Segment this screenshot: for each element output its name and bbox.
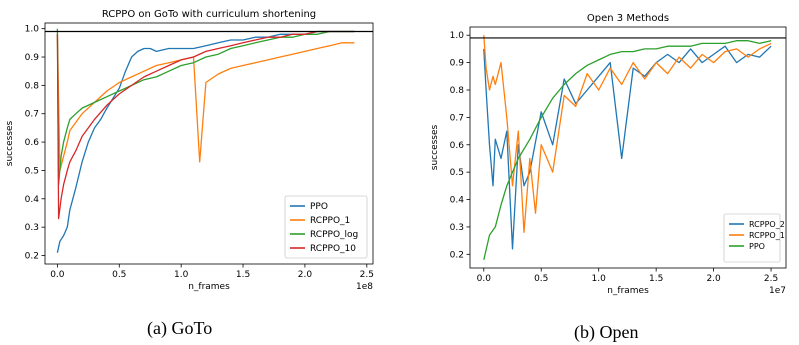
y-axis-label: successes <box>5 120 15 166</box>
caption-a: (a) GoTo <box>147 318 213 338</box>
x-axis-label: n_frames <box>607 286 649 296</box>
y-tick-label: 0.2 <box>450 250 464 260</box>
x-tick-label: 0.0 <box>477 274 492 284</box>
x-tick-label: 0.0 <box>50 270 65 280</box>
y-tick-label: 0.5 <box>450 168 464 178</box>
x-tick-label: 2.5 <box>764 274 778 284</box>
x-tick-label: 1.0 <box>592 274 607 284</box>
legend-label: RCPPO_1 <box>749 231 785 240</box>
x-axis-multiplier: 1e8 <box>356 282 373 292</box>
legend-label: RCPPO_log <box>310 230 358 240</box>
y-tick-label: 0.8 <box>450 86 465 96</box>
x-axis-multiplier: 1e7 <box>769 286 786 296</box>
chart-panel-0: RCPPO on GoTo with curriculum shortening… <box>5 9 374 292</box>
x-axis-label: n_frames <box>188 282 230 292</box>
y-tick-label: 0.5 <box>25 166 39 176</box>
series-line-RCPPO_log <box>56 28 355 186</box>
x-tick-label: 1.5 <box>236 270 250 280</box>
series-line-RCPPO_2 <box>483 45 772 250</box>
y-tick-label: 0.6 <box>25 138 40 148</box>
chart-panel-1: Open 3 Methods 0.0 0.5 1.0 1.5 2.0 2.5 0.2 0.3 0.… <box>430 13 787 296</box>
y-tick-label: 1.0 <box>450 31 465 41</box>
plot-area <box>45 28 373 253</box>
plot-area <box>470 35 786 260</box>
series-line-RCPPO_10 <box>56 30 355 220</box>
x-tick-label: 2.0 <box>298 270 313 280</box>
caption-b: (b) Open <box>574 322 639 342</box>
y-tick-label: 0.9 <box>450 59 465 69</box>
y-tick-label: 0.7 <box>450 113 464 123</box>
chart-title: RCPPO on GoTo with curriculum shortening <box>102 9 316 20</box>
x-tick-label: 0.5 <box>534 274 548 284</box>
x-tick-label: 2.5 <box>360 270 374 280</box>
legend-box <box>284 195 368 259</box>
y-tick-label: 0.9 <box>25 53 40 63</box>
y-axis-label: successes <box>430 124 440 170</box>
legend-label: RCPPO_1 <box>310 216 350 226</box>
series-line-RCPPO_1 <box>483 35 772 234</box>
x-tick-label: 0.5 <box>112 270 126 280</box>
legend-label: PPO <box>310 202 328 212</box>
y-tick-label: 0.3 <box>25 223 39 233</box>
legend-label: RCPPO_2 <box>749 220 785 229</box>
series-line-RCPPO_1 <box>56 34 355 172</box>
axes-frame <box>44 22 374 265</box>
y-tick-label: 0.7 <box>25 110 39 120</box>
x-tick-label: 1.5 <box>649 274 663 284</box>
y-tick-label: 1.0 <box>25 25 40 35</box>
axes-frame <box>469 26 787 269</box>
legend-box <box>723 213 781 263</box>
y-tick-label: 0.4 <box>25 195 40 205</box>
legend-label: RCPPO_10 <box>310 244 356 254</box>
x-tick-label: 2.0 <box>706 274 721 284</box>
y-tick-label: 0.8 <box>25 81 40 91</box>
legend-label: PPO <box>749 242 765 251</box>
y-tick-label: 0.3 <box>450 223 464 233</box>
y-tick-label: 0.2 <box>25 251 39 261</box>
y-tick-label: 0.4 <box>450 196 465 206</box>
series-line-PPO <box>56 30 355 253</box>
y-tick-label: 0.6 <box>450 141 465 151</box>
series-line-PPO <box>483 40 772 260</box>
x-tick-label: 1.0 <box>174 270 189 280</box>
chart-title: Open 3 Methods <box>587 13 669 24</box>
